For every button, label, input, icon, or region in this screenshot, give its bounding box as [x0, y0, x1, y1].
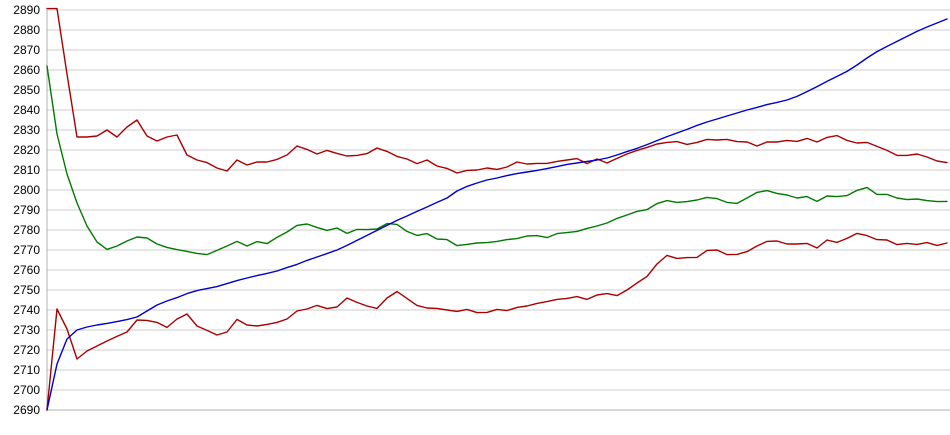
- y-tick-label: 2700: [13, 383, 40, 397]
- y-tick-label: 2740: [13, 303, 40, 317]
- y-tick-label: 2800: [13, 183, 40, 197]
- y-tick-label: 2770: [13, 243, 40, 257]
- y-tick-label: 2890: [13, 3, 40, 17]
- y-tick-label: 2760: [13, 263, 40, 277]
- red-lower-band-line: [46, 232, 948, 411]
- y-tick-label: 2810: [13, 163, 40, 177]
- y-tick-label: 2830: [13, 123, 40, 137]
- gridlines: [47, 9, 950, 411]
- y-tick-label: 2710: [13, 363, 40, 377]
- blue-rising-line: [46, 18, 948, 411]
- y-tick-label: 2850: [13, 83, 40, 97]
- y-tick-label: 2880: [13, 23, 40, 37]
- green-middle-line: [46, 65, 948, 256]
- red-upper-band-line: [46, 7, 948, 174]
- y-tick-label: 2870: [13, 43, 40, 57]
- y-tick-label: 2720: [13, 343, 40, 357]
- y-tick-label: 2790: [13, 203, 40, 217]
- y-tick-label: 2690: [13, 403, 40, 417]
- y-tick-label: 2820: [13, 143, 40, 157]
- axis-lines: [46, 10, 950, 411]
- y-axis-labels: 2890 2880 2870 2860 2850 2840 2830 2820 2810 2800…: [13, 3, 40, 417]
- y-tick-label: 2750: [13, 283, 40, 297]
- y-tick-label: 2840: [13, 103, 40, 117]
- y-tick-label: 2730: [13, 323, 40, 337]
- y-tick-label: 2860: [13, 63, 40, 77]
- y-tick-label: 2780: [13, 223, 40, 237]
